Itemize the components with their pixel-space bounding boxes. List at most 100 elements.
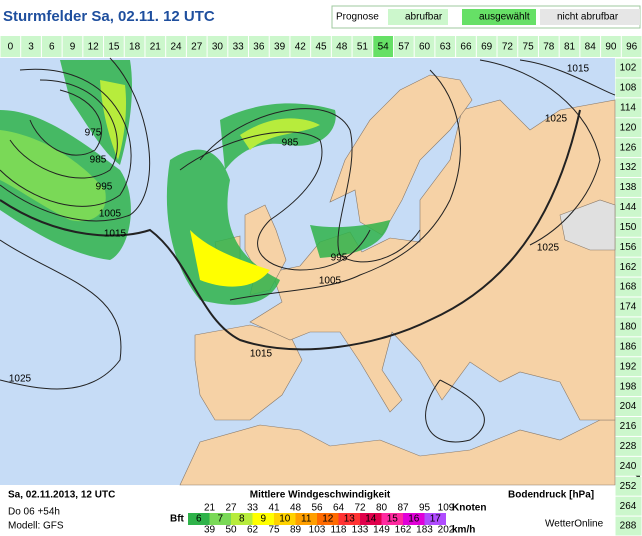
hour-label[interactable]: 3 bbox=[28, 42, 34, 53]
hour-label[interactable]: 288 bbox=[620, 521, 637, 532]
hour-label[interactable]: 36 bbox=[253, 42, 265, 53]
hour-button[interactable] bbox=[435, 36, 456, 57]
hour-label[interactable]: 66 bbox=[460, 42, 472, 53]
hour-button[interactable] bbox=[615, 417, 642, 436]
hour-button[interactable] bbox=[615, 158, 642, 177]
hour-label[interactable]: 198 bbox=[620, 381, 637, 392]
hour-button[interactable] bbox=[0, 36, 21, 57]
hour-label[interactable]: 138 bbox=[620, 182, 637, 193]
hour-label[interactable]: 162 bbox=[620, 262, 637, 273]
hour-label[interactable]: 156 bbox=[620, 242, 637, 253]
hour-button[interactable] bbox=[104, 36, 124, 57]
hour-label[interactable]: 15 bbox=[108, 42, 120, 53]
hour-label[interactable]: 57 bbox=[398, 42, 410, 53]
hour-button[interactable] bbox=[615, 277, 642, 297]
hour-button[interactable] bbox=[41, 36, 62, 57]
hour-label[interactable]: 84 bbox=[585, 42, 597, 53]
hour-button[interactable] bbox=[373, 36, 393, 57]
hour-button[interactable] bbox=[615, 178, 642, 197]
hour-button[interactable] bbox=[538, 36, 559, 57]
hour-label[interactable]: 30 bbox=[212, 42, 224, 53]
hour-label[interactable]: 96 bbox=[626, 42, 638, 53]
hour-button[interactable] bbox=[352, 36, 373, 57]
hour-button[interactable] bbox=[21, 36, 41, 57]
hour-button[interactable] bbox=[249, 36, 269, 57]
hour-button[interactable] bbox=[497, 36, 518, 57]
hour-label[interactable]: 132 bbox=[620, 162, 637, 173]
hour-label[interactable]: 174 bbox=[620, 302, 637, 313]
hour-label[interactable]: 78 bbox=[543, 42, 555, 53]
hour-label[interactable]: 33 bbox=[233, 42, 245, 53]
hour-button[interactable] bbox=[186, 36, 207, 57]
hour-button[interactable] bbox=[615, 217, 642, 237]
hour-button[interactable] bbox=[615, 118, 642, 138]
hour-label[interactable]: 180 bbox=[620, 322, 637, 333]
hour-button[interactable] bbox=[615, 317, 642, 337]
hour-label[interactable]: 144 bbox=[620, 202, 637, 213]
hour-button[interactable] bbox=[615, 357, 642, 377]
hour-button[interactable] bbox=[207, 36, 228, 57]
hour-button[interactable] bbox=[615, 58, 642, 78]
hour-label[interactable]: 60 bbox=[419, 42, 431, 53]
hour-label[interactable]: 72 bbox=[502, 42, 514, 53]
hour-button[interactable] bbox=[331, 36, 352, 57]
hour-label[interactable]: 0 bbox=[8, 42, 14, 53]
hour-button[interactable] bbox=[615, 516, 642, 536]
hour-button[interactable] bbox=[615, 436, 642, 456]
hour-button[interactable] bbox=[456, 36, 476, 57]
hour-label[interactable]: 48 bbox=[336, 42, 348, 53]
hour-button[interactable] bbox=[615, 397, 642, 416]
hour-button[interactable] bbox=[518, 36, 538, 57]
hour-label[interactable]: 45 bbox=[315, 42, 327, 53]
hour-label[interactable]: 216 bbox=[620, 421, 637, 432]
hour-button[interactable] bbox=[615, 496, 642, 516]
hour-label[interactable]: 204 bbox=[620, 401, 637, 412]
hour-label[interactable]: 18 bbox=[129, 42, 141, 53]
hour-label[interactable]: 186 bbox=[620, 341, 637, 352]
hour-button[interactable] bbox=[124, 36, 145, 57]
hour-button[interactable] bbox=[615, 197, 642, 217]
hour-button[interactable] bbox=[580, 36, 601, 57]
hour-label[interactable]: 120 bbox=[620, 122, 637, 133]
hour-button[interactable] bbox=[615, 257, 642, 277]
hour-button[interactable] bbox=[311, 36, 331, 57]
hour-label[interactable]: 42 bbox=[295, 42, 307, 53]
hour-label[interactable]: 240 bbox=[620, 461, 637, 472]
hour-button[interactable] bbox=[615, 98, 642, 118]
hour-button[interactable] bbox=[615, 237, 642, 257]
hour-label[interactable]: 27 bbox=[191, 42, 203, 53]
hour-button[interactable] bbox=[476, 36, 497, 57]
hour-button[interactable] bbox=[615, 456, 642, 476]
hour-button[interactable] bbox=[393, 36, 414, 57]
hour-button[interactable] bbox=[615, 476, 642, 496]
hour-label[interactable]: 12 bbox=[88, 42, 100, 53]
hour-button[interactable] bbox=[601, 36, 621, 57]
hour-button[interactable] bbox=[615, 78, 642, 98]
hour-button[interactable] bbox=[414, 36, 435, 57]
hour-label[interactable]: 114 bbox=[620, 102, 636, 113]
hour-label[interactable]: 81 bbox=[564, 42, 576, 53]
hour-button[interactable] bbox=[615, 138, 642, 158]
hour-button[interactable] bbox=[290, 36, 311, 57]
hour-label[interactable]: 102 bbox=[620, 63, 637, 74]
hour-label[interactable]: 228 bbox=[620, 441, 637, 452]
hour-label[interactable]: 24 bbox=[170, 42, 182, 53]
hour-button[interactable] bbox=[83, 36, 104, 57]
hour-label[interactable]: 39 bbox=[274, 42, 286, 53]
hour-label[interactable]: 90 bbox=[605, 42, 617, 53]
hour-label[interactable]: 6 bbox=[49, 42, 55, 53]
hour-label[interactable]: 192 bbox=[620, 361, 637, 372]
hour-label[interactable]: 9 bbox=[70, 42, 76, 53]
hour-label[interactable]: 264 bbox=[620, 501, 637, 512]
hour-label[interactable]: 51 bbox=[357, 42, 369, 53]
hour-label[interactable]: 75 bbox=[523, 42, 535, 53]
hour-label[interactable]: 150 bbox=[620, 222, 637, 233]
hour-label[interactable]: 63 bbox=[440, 42, 452, 53]
hour-label[interactable]: 252 bbox=[620, 481, 637, 492]
hour-label[interactable]: 21 bbox=[150, 42, 162, 53]
hour-button[interactable] bbox=[145, 36, 166, 57]
hour-button[interactable] bbox=[615, 377, 642, 397]
hour-button[interactable] bbox=[615, 297, 642, 317]
hour-label[interactable]: 54 bbox=[378, 42, 390, 53]
hour-label[interactable]: 69 bbox=[481, 42, 493, 53]
